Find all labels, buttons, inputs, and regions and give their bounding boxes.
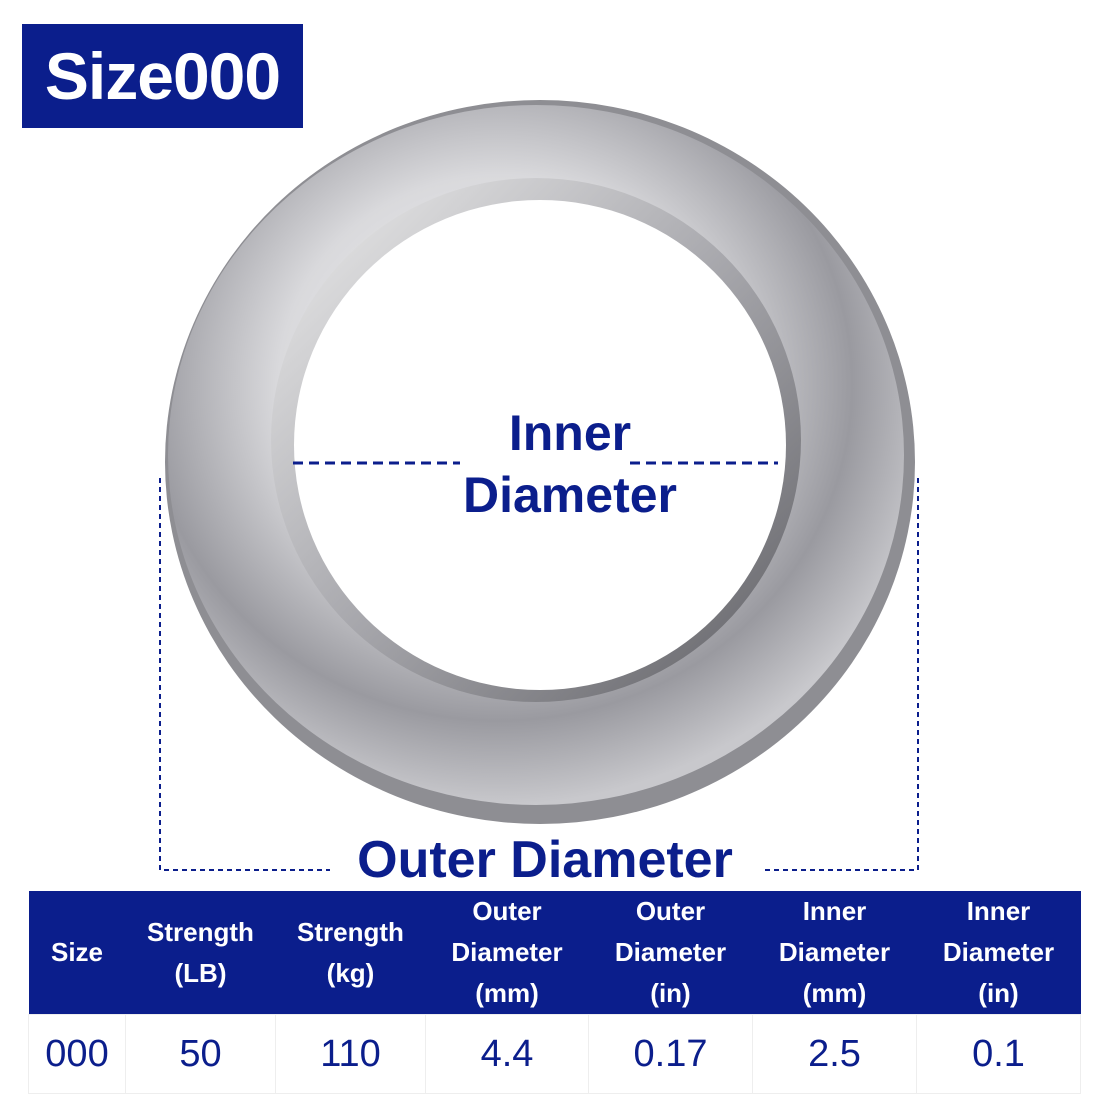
column-header-line: Diameter <box>778 937 891 967</box>
column-header-line: (LB) <box>174 957 227 988</box>
column-header-line: (mm) <box>802 978 867 1008</box>
column-header-line: Diameter <box>942 937 1055 967</box>
table-cell: 0.17 <box>588 1014 753 1094</box>
column-header-line: (in) <box>650 978 691 1008</box>
steel-ring-image <box>159 100 919 871</box>
table-cell: 000 <box>28 1014 126 1094</box>
table-cell: 2.5 <box>752 1014 917 1094</box>
column-header: Size <box>28 891 126 1015</box>
spec-table: Size Strength (LB) Strength (kg) Outer Diamete… <box>28 891 1081 1094</box>
column-header: Outer Diameter (mm) <box>425 891 589 1015</box>
column-header: Inner Diameter (in) <box>916 891 1081 1015</box>
column-header-line: Inner <box>802 896 867 926</box>
column-header-line: Inner <box>966 896 1031 926</box>
size-badge: Size000 <box>22 24 303 128</box>
column-header-line: Outer <box>635 896 706 926</box>
inner-diameter-label: Inner Diameter <box>463 405 677 523</box>
column-header: Inner Diameter (mm) <box>752 891 917 1015</box>
column-header-line: Size <box>50 937 104 967</box>
column-header-line: Outer <box>472 896 542 926</box>
table-header-row: Size Strength (LB) Strength (kg) Outer Diamete… <box>28 891 1081 1015</box>
table-row: 000 50 110 4.4 0.17 2.5 0.1 <box>28 1014 1081 1094</box>
table-cell: 110 <box>275 1014 426 1094</box>
column-header: Strength (kg) <box>275 891 426 1015</box>
column-header-line: Diameter <box>614 937 727 967</box>
column-header-line: (kg) <box>326 957 375 988</box>
column-header: Outer Diameter (in) <box>588 891 753 1015</box>
column-header: Strength (LB) <box>125 891 276 1015</box>
outer-diameter-label: Outer Diameter <box>357 831 733 889</box>
column-header-line: (in) <box>978 978 1019 1008</box>
column-header-line: Diameter <box>451 937 563 967</box>
table-cell: 0.1 <box>916 1014 1081 1094</box>
column-header-line: Strength <box>147 916 254 947</box>
dimension-lines <box>159 461 919 871</box>
column-header-line: (mm) <box>475 978 539 1008</box>
column-header-line: Strength <box>297 916 404 947</box>
table-cell: 50 <box>125 1014 276 1094</box>
table-cell: 4.4 <box>425 1014 589 1094</box>
